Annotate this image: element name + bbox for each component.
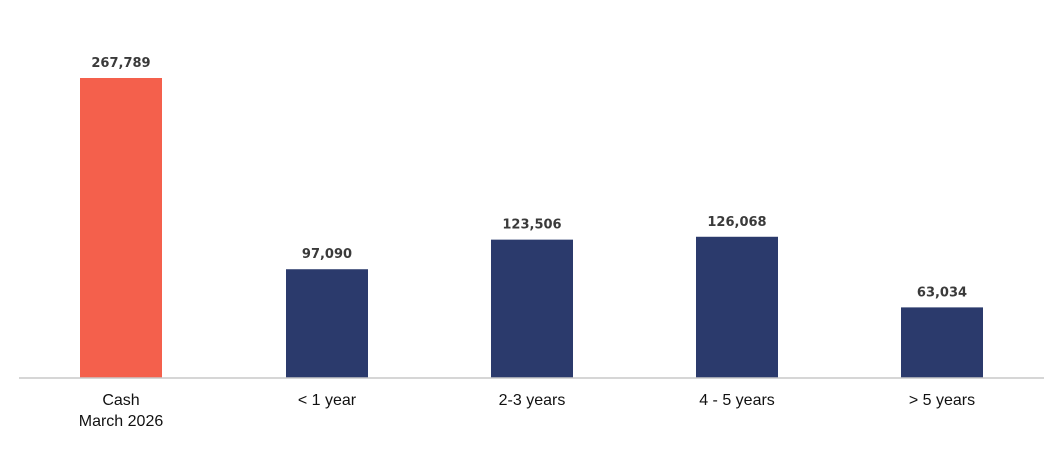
bar-2 [491,239,573,378]
bar-0 [80,78,162,378]
bars-group [80,78,983,378]
data-label-3: 126,068 [707,215,766,230]
bar-1 [286,269,368,378]
data-label-2: 123,506 [502,218,561,233]
bar-4 [901,307,983,378]
labels-group: 267,789 Cash March 2026 97,090 < 1 year 123,5… [79,56,975,430]
category-label-2: 2-3 years [499,392,566,409]
category-label-3: 4 - 5 years [699,392,775,409]
data-label-1: 97,090 [302,247,352,262]
data-label-4: 63,034 [917,285,967,300]
category-label-1: < 1 year [298,392,357,409]
bar-3 [696,236,778,378]
category-label-0: Cash [102,392,139,409]
category-label-4: > 5 years [909,392,975,409]
data-label-0: 267,789 [91,56,150,71]
category-label-0-line-1: March 2026 [79,413,164,430]
